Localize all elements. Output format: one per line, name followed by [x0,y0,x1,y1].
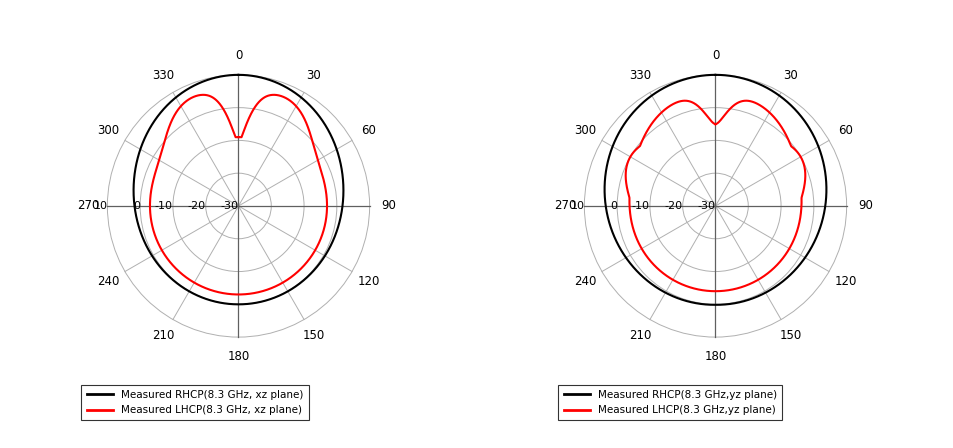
Text: 10: 10 [570,201,584,211]
Text: 330: 330 [152,69,174,82]
Text: 0: 0 [234,49,242,62]
Text: -20: -20 [188,201,206,211]
Text: -10: -10 [154,201,172,211]
Text: 300: 300 [574,125,596,138]
Text: -20: -20 [664,201,682,211]
Text: 120: 120 [357,275,379,288]
Text: 180: 180 [227,349,250,362]
Text: 270: 270 [77,199,99,212]
Legend: Measured RHCP(8.3 GHz,yz plane), Measured LHCP(8.3 GHz,yz plane): Measured RHCP(8.3 GHz,yz plane), Measure… [558,385,781,420]
Text: 10: 10 [93,201,108,211]
Text: -30: -30 [697,201,715,211]
Text: 150: 150 [779,329,801,342]
Text: 330: 330 [629,69,651,82]
Text: 30: 30 [306,69,320,82]
Text: -30: -30 [220,201,238,211]
Text: 210: 210 [629,329,651,342]
Text: -10: -10 [631,201,649,211]
Text: 0: 0 [610,201,617,211]
Text: 240: 240 [97,275,119,288]
Text: 270: 270 [554,199,576,212]
Text: 240: 240 [574,275,596,288]
Text: 0: 0 [711,49,719,62]
Text: 120: 120 [834,275,856,288]
Legend: Measured RHCP(8.3 GHz, xz plane), Measured LHCP(8.3 GHz, xz plane): Measured RHCP(8.3 GHz, xz plane), Measur… [81,385,308,420]
Text: 90: 90 [381,199,395,212]
Text: 150: 150 [302,329,324,342]
Text: 90: 90 [858,199,872,212]
Text: 210: 210 [152,329,174,342]
Text: 180: 180 [703,349,726,362]
Text: 60: 60 [837,125,852,138]
Text: 0: 0 [133,201,140,211]
Text: 60: 60 [360,125,375,138]
Text: 300: 300 [97,125,119,138]
Text: 30: 30 [782,69,797,82]
